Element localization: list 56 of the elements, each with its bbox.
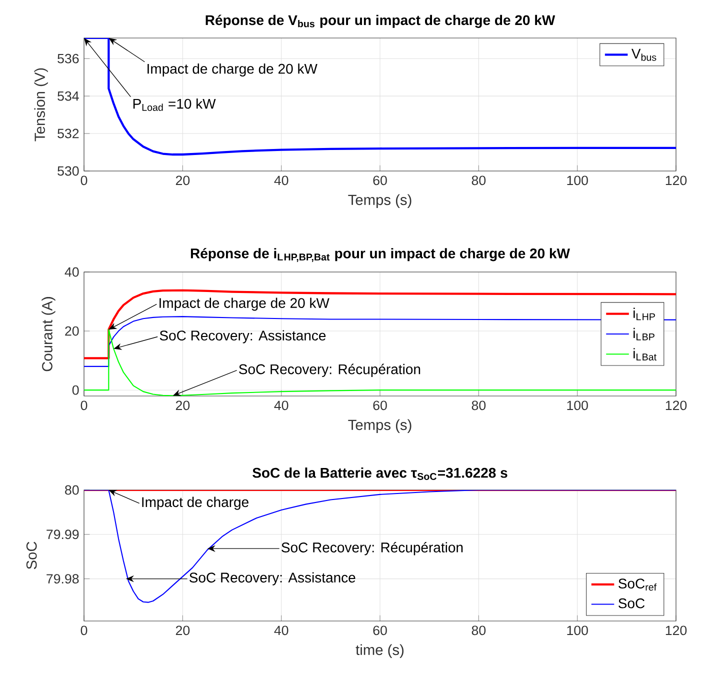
y-axis-title: Courant (A) [42,297,56,372]
x-tick-label: 120 [666,400,687,410]
annotation: Impact de charge [142,496,248,510]
annotation: SoC Recovery: Récupération [239,364,420,377]
legend-label: V$_{bus}$ [631,48,656,61]
annotation: Impact de charge de 20 kW [160,298,330,311]
y-tick-label: 79.99 [46,530,79,540]
chart-title: Réponse de V$_{bus}$ pour un impact de charge de 20 kW [206,14,556,28]
chart-title: Réponse de i$_{LHP,BP,Bat}$ pour un impact de charge de 20 kW [190,248,570,262]
x-tick-label: 20 [176,400,190,410]
annotation: SoC Recovery: Récupération [282,542,463,556]
annotation: P$_{Load}$ =10 kW [133,98,216,111]
legend-label: i$_{LBat}$ [634,348,656,360]
x-tick-label: 100 [567,400,588,410]
x-tick-label: 0 [80,400,88,410]
x-tick-label: 100 [567,176,588,186]
y-tick-label: 536 [58,54,79,64]
x-tick-label: 80 [472,626,486,636]
legend-label: SoC [618,598,645,608]
y-tick-label: 40 [64,267,79,277]
line-series [84,38,676,156]
x-tick-label: 40 [274,400,288,410]
y-axis-title: SoC [26,542,37,570]
x-axis-title: Temps (s) [348,194,412,208]
annotation: SoC Recovery: Assistance [190,572,356,586]
annotation: SoC Recovery: Assistance [160,330,326,344]
x-tick-label: 0 [80,626,88,636]
x-axis-title: Temps (s) [348,419,412,433]
x-tick-label: 80 [472,400,486,410]
legend-label: SoC$_{ref}$ [618,578,657,591]
chart-title: SoC de la Batterie avec τ$_{SoC}$=31.6228 s [252,468,508,480]
x-tick-label: 120 [666,626,687,636]
x-tick-label: 80 [472,176,486,186]
x-tick-label: 40 [274,626,288,636]
y-tick-label: 0 [72,385,79,395]
annotation: Impact de charge de 20 kW [148,63,318,77]
y-tick-label: 79.98 [46,574,79,584]
x-tick-label: 40 [274,176,288,186]
x-tick-label: 100 [567,626,588,636]
x-tick-label: 60 [373,176,387,186]
y-axis-title: Tension (V) [34,68,48,142]
x-tick-label: 0 [80,176,88,186]
legend-label: i$_{LBP}$ [634,328,654,340]
y-tick-label: 530 [58,166,79,176]
y-tick-label: 80 [65,485,79,495]
y-tick-label: 534 [58,91,79,101]
x-tick-label: 60 [373,400,387,410]
x-tick-label: 60 [373,626,387,636]
line-series [84,289,676,360]
x-axis-title: time (s) [356,644,404,658]
y-tick-label: 532 [58,128,79,138]
x-tick-label: 20 [176,626,190,636]
x-tick-label: 120 [666,176,687,186]
x-tick-label: 20 [176,176,190,186]
legend-label: i$_{LHP}$ [634,308,655,320]
y-tick-label: 20 [65,326,79,336]
